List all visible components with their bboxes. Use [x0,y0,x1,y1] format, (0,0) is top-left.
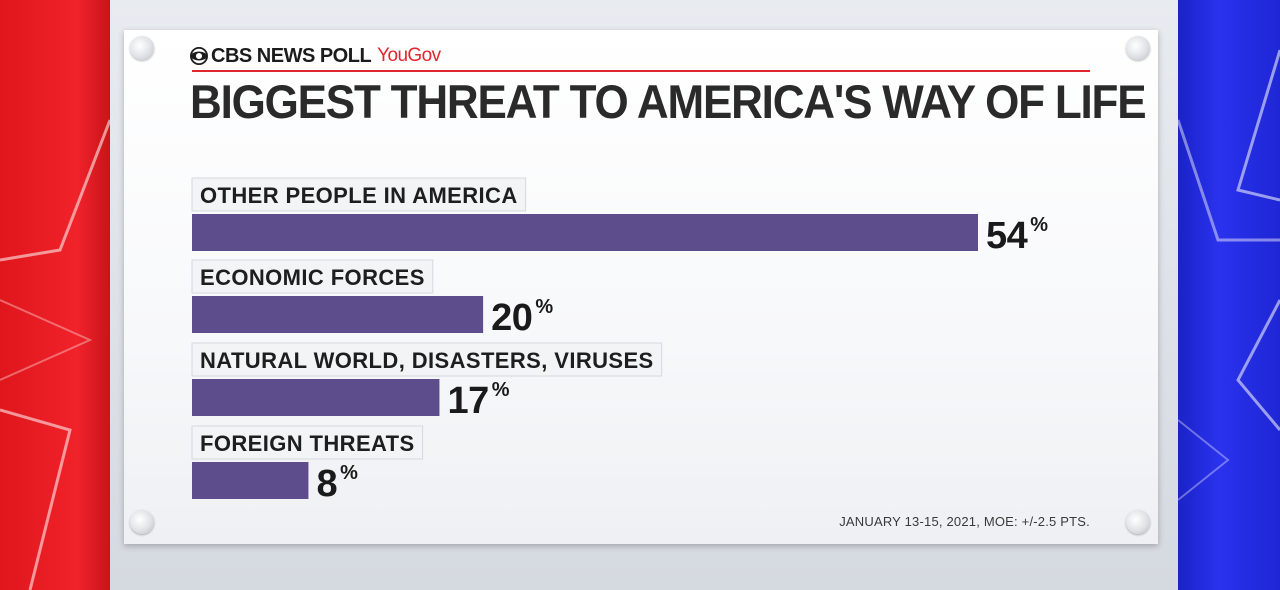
left-decor-panel [0,0,110,590]
category-label-box [191,425,424,460]
screw-icon [1126,36,1150,60]
bar-chart: OTHER PEOPLE IN AMERICA 54 % ECONOMIC FORCE… [191,177,1048,505]
bar [192,296,484,333]
star-outline-decor-right [1178,49,1280,501]
partner-name: YouGov [377,45,441,66]
screw-icon [1126,510,1150,534]
header-rule [192,70,1090,72]
poll-logo: CBS NEWS POLL YouGov [190,44,441,68]
value-unit-label: % [340,462,358,484]
category-label: OTHER PEOPLE IN AMERICA [200,183,518,208]
value-unit-label: % [535,296,553,318]
brand-name: CBS NEWS POLL [211,44,372,67]
value-label: 54 [986,215,1028,257]
cbs-eye-icon [190,47,208,65]
value-label: 8 [316,463,337,505]
value-unit-label: % [1030,214,1048,236]
category-label-box [191,342,663,377]
footnote: JANUARY 13-15, 2021, MOE: +/-2.5 PTS. [839,514,1090,529]
value-label: 20 [491,297,532,339]
star-outline-decor-left [0,119,110,590]
chart-title: BIGGEST THREAT TO AMERICA'S WAY OF LIFE [190,76,1147,129]
value-unit-label: % [492,379,510,401]
poll-graphic-board: CBS NEWS POLL YouGov BIGGEST THREAT TO A… [124,30,1158,544]
bar [192,379,440,416]
category-label: ECONOMIC FORCES [200,265,425,290]
screw-icon [130,510,154,534]
right-decor-panel [1178,0,1280,590]
screw-icon [130,36,154,60]
bar [192,462,309,499]
value-label: 17 [447,380,488,422]
category-label: FOREIGN THREATS [200,431,415,456]
category-label: NATURAL WORLD, DISASTERS, VIRUSES [200,348,654,373]
category-label-box [191,259,434,294]
bar [192,214,978,251]
category-label-box [191,177,527,212]
